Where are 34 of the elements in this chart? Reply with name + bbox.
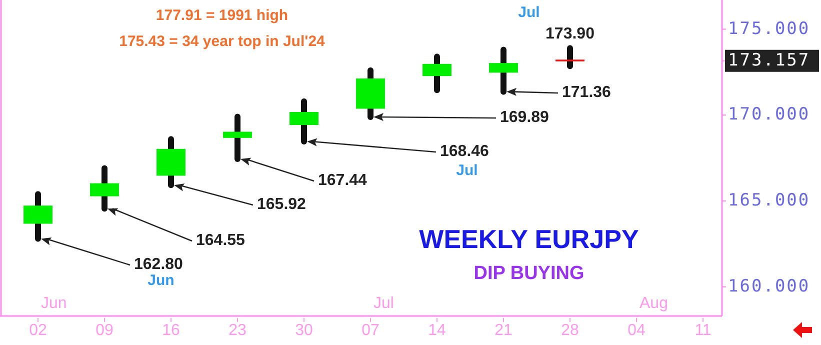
x-tick-label: 11 xyxy=(694,322,712,340)
x-tick-label: 23 xyxy=(228,322,246,340)
annotation: Jun xyxy=(41,295,67,312)
annotation: Aug xyxy=(640,295,668,312)
annotation: Jul xyxy=(374,295,394,312)
x-tick-label: 14 xyxy=(428,322,446,340)
text: WEEKLY EURJPY xyxy=(419,224,639,254)
annotation: 175.43 = 34 year top in Jul'24 xyxy=(119,32,326,50)
x-tick-label: 04 xyxy=(628,322,646,340)
y-tick-label: 165.000 xyxy=(728,190,810,211)
annotation: Jul xyxy=(456,162,478,179)
x-tick-label: 07 xyxy=(362,322,380,340)
x-tick-label: 28 xyxy=(561,322,579,340)
y-tick-label: 170.000 xyxy=(728,104,810,125)
annotation: 171.36 xyxy=(562,84,612,102)
annotation: 177.91 = 1991 high xyxy=(156,6,288,24)
text: DIP BUYING xyxy=(474,263,584,284)
x-tick-label: 16 xyxy=(162,322,180,340)
annotation: 169.89 xyxy=(500,109,550,126)
annotation: 173.90 xyxy=(546,25,595,42)
x-tick-label: 21 xyxy=(494,322,512,340)
annotation: 162.80 xyxy=(134,256,184,274)
y-tick-label: 175.000 xyxy=(728,18,810,39)
annotation: 167.44 xyxy=(318,172,368,190)
x-tick-label: 02 xyxy=(29,322,47,340)
annotation: 165.92 xyxy=(257,196,306,214)
annotation: 168.46 xyxy=(440,143,490,160)
y-tick-label: 173.157 xyxy=(728,50,810,71)
y-tick-label: 160.000 xyxy=(728,276,810,296)
annotation: Jul xyxy=(518,4,540,21)
annotation: 164.55 xyxy=(196,232,246,250)
x-tick-label: 30 xyxy=(295,322,313,340)
x-tick-label: 09 xyxy=(96,322,114,340)
annotation: Jun xyxy=(148,272,174,289)
